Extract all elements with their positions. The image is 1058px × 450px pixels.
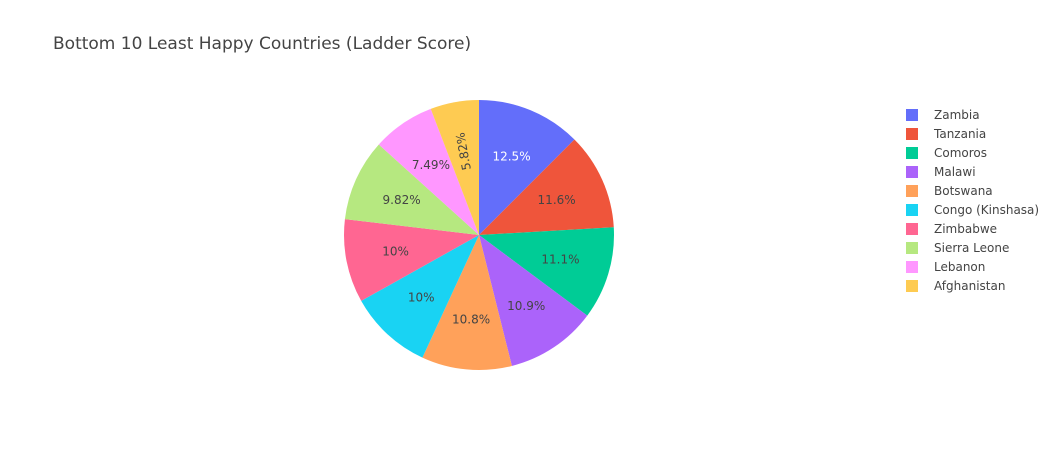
legend-label: Zambia (934, 107, 980, 122)
legend-swatch (906, 165, 918, 178)
legend-label: Sierra Leone (934, 240, 1010, 255)
pie-slice-congo-kinshasa[interactable] (361, 235, 479, 358)
pie-slice-botswana[interactable] (422, 235, 512, 371)
legend-swatch (906, 279, 918, 292)
pie-slice-malawi[interactable] (479, 235, 588, 366)
pie-slice-label: 11.1% (541, 252, 579, 266)
pie-slice-label: 10.8% (452, 313, 490, 327)
legend-item[interactable]: Congo (Kinshasa) (906, 200, 1039, 219)
pie-slice-label: 7.49% (412, 158, 450, 172)
legend-item[interactable]: Comoros (906, 143, 1039, 162)
legend-swatch (906, 146, 918, 159)
legend-label: Tanzania (934, 126, 987, 141)
legend-label: Comoros (934, 145, 988, 160)
legend-swatch (906, 127, 918, 140)
pie-slice-label: 9.82% (383, 193, 421, 207)
legend-label: Malawi (934, 164, 976, 179)
pie-slice-label: 11.6% (538, 193, 576, 207)
legend-item[interactable]: Botswana (906, 181, 1039, 200)
pie-slice-afghanistan[interactable] (430, 100, 479, 235)
pie-slice-label: 10% (408, 290, 435, 304)
legend-swatch (906, 260, 918, 273)
legend-item[interactable]: Tanzania (906, 124, 1039, 143)
legend: Zambia Tanzania Comoros Malawi Botswana Congo… (906, 105, 1039, 295)
legend-swatch (906, 108, 918, 121)
pie-slice-comoros[interactable] (479, 227, 614, 316)
legend-swatch (906, 184, 918, 197)
pie-slice-sierra-leone[interactable] (344, 144, 479, 235)
legend-item[interactable]: Afghanistan (906, 276, 1039, 295)
legend-label: Lebanon (934, 259, 986, 274)
legend-label: Congo (Kinshasa) (934, 202, 1040, 217)
pie-slice-label: 5.82% (453, 131, 474, 171)
pie-slice-tanzania[interactable] (479, 139, 614, 235)
legend-label: Botswana (934, 183, 993, 198)
legend-item[interactable]: Zambia (906, 105, 1039, 124)
legend-label: Afghanistan (934, 278, 1006, 293)
pie-slice-label: 10% (382, 245, 409, 259)
pie-slice-label: 12.5% (492, 149, 530, 163)
legend-item[interactable]: Lebanon (906, 257, 1039, 276)
legend-item[interactable]: Malawi (906, 162, 1039, 181)
legend-swatch (906, 203, 918, 216)
legend-item[interactable]: Zimbabwe (906, 219, 1039, 238)
pie-slice-zambia[interactable] (479, 100, 575, 235)
legend-swatch (906, 222, 918, 235)
legend-swatch (906, 241, 918, 254)
legend-label: Zimbabwe (934, 221, 998, 236)
pie-slice-lebanon[interactable] (378, 108, 479, 235)
legend-item[interactable]: Sierra Leone (906, 238, 1039, 257)
chart-title: Bottom 10 Least Happy Countries (Ladder … (53, 34, 472, 54)
pie-slice-zimbabwe[interactable] (344, 219, 479, 301)
pie-slice-label: 10.9% (507, 299, 545, 313)
